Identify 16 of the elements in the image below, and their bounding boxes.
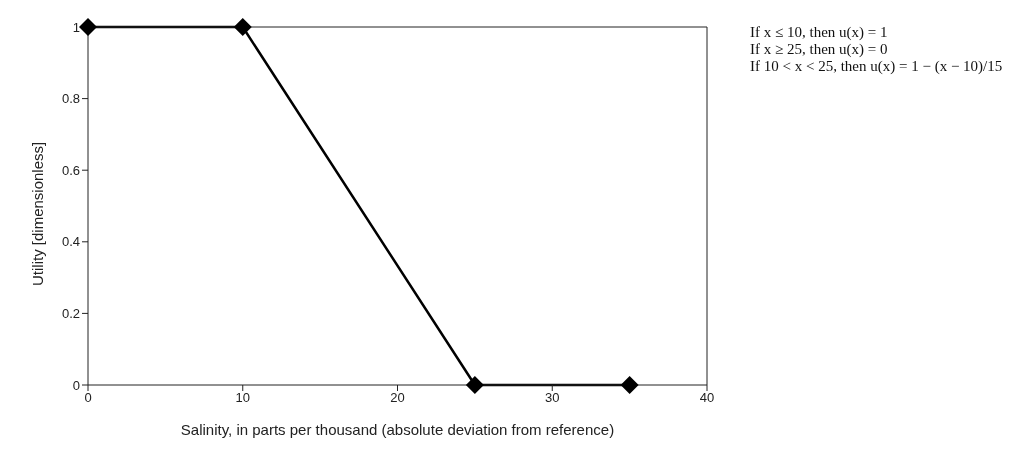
y-tick-label: 0.2: [61, 306, 80, 322]
x-tick-label: 10: [235, 390, 250, 406]
text: If x ≤ 10, then u(x) = 1: [750, 24, 889, 41]
y-axis-title: Utility [dimensionless]: [29, 141, 47, 286]
y-tick-label: 0.6: [61, 162, 80, 178]
x-tick-label: 30: [545, 390, 560, 406]
y-tick-label: 0.4: [61, 234, 80, 250]
x-tick-label: 20: [390, 390, 405, 406]
text: If x ≥ 25, then u(x) = 0: [750, 41, 889, 58]
y-tick-label: 0.8: [61, 91, 80, 107]
x-axis-title: Salinity, in parts per thousand (absolute deviation from reference): [180, 421, 615, 438]
x-tick-label: 40: [699, 390, 715, 406]
x-tick-label: 0: [84, 390, 92, 406]
y-tick-label: 0: [72, 377, 80, 393]
y-tick-label: 1: [72, 19, 80, 35]
text: If 10 < x < 25, then u(x) = 1 − (x − 10)/15: [750, 58, 1003, 75]
